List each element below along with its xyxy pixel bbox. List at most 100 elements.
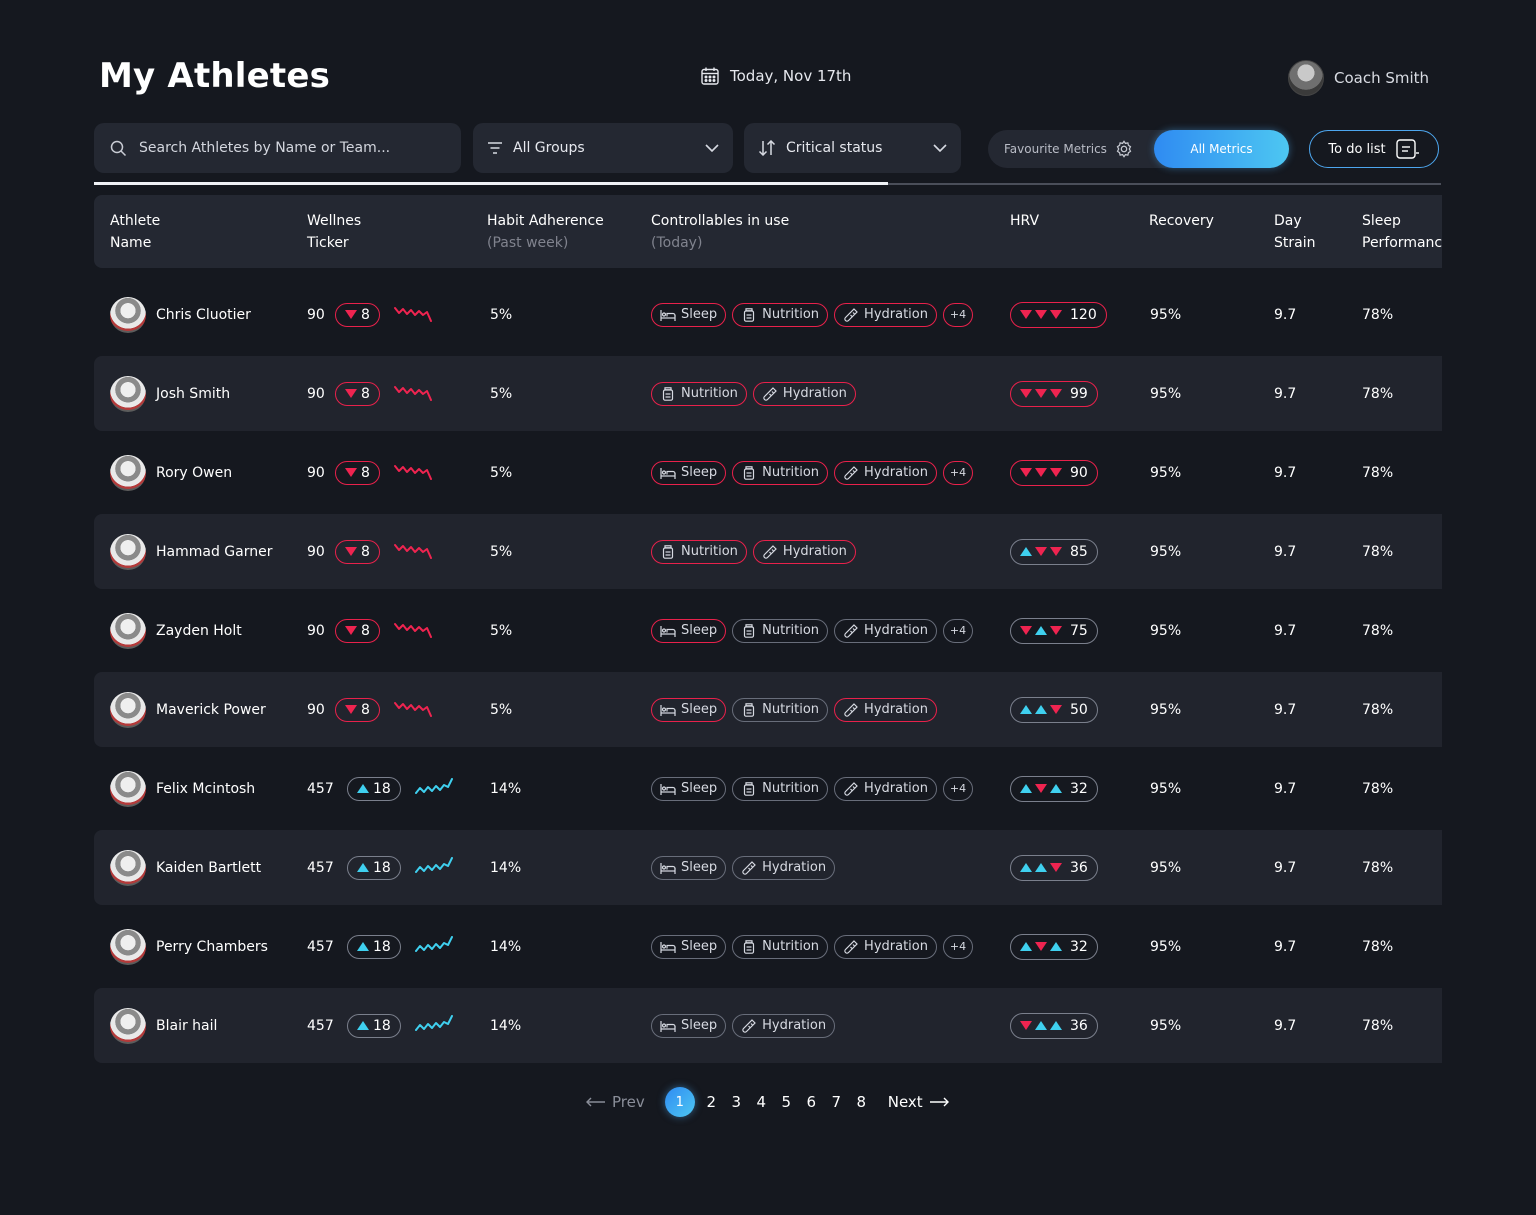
- controllable-tag-sleep[interactable]: Sleep: [651, 1013, 727, 1038]
- triangle-up-icon: [1020, 705, 1032, 714]
- athlete-name[interactable]: Josh Smith: [156, 385, 231, 402]
- table-row[interactable]: Blair hail 457 18 14% Sleep Hydration 36 95% 9.7…: [94, 988, 1442, 1063]
- controllable-tag-hydration[interactable]: Hydration: [732, 855, 836, 880]
- next-page-button[interactable]: Next: [888, 1093, 949, 1111]
- table-row[interactable]: Perry Chambers 457 18 14% Sleep Nutrition Hydr…: [94, 909, 1442, 984]
- table-row[interactable]: Hammad Garner 90 8 5% Nutrition Hydration 85 95…: [94, 514, 1442, 589]
- athlete-name[interactable]: Rory Owen: [156, 464, 233, 481]
- table-row[interactable]: Kaiden Bartlett 457 18 14% Sleep Hydration 36 9…: [94, 830, 1442, 905]
- controllable-tag-sleep[interactable]: Sleep: [651, 302, 727, 327]
- table-row[interactable]: Felix Mcintosh 457 18 14% Sleep Nutrition Hydr…: [94, 751, 1442, 826]
- controllable-tag-nutrition[interactable]: Nutrition: [732, 697, 829, 722]
- controllable-tag-nutrition[interactable]: Nutrition: [651, 539, 747, 564]
- controllable-tag-sleep[interactable]: Sleep: [651, 776, 727, 801]
- page-button[interactable]: 7: [831, 1093, 841, 1111]
- trend-badge: 18: [347, 934, 401, 959]
- athlete-name[interactable]: Perry Chambers: [156, 938, 268, 955]
- hrv-value: 36: [1070, 1017, 1088, 1034]
- controllable-tag-nutrition[interactable]: Nutrition: [732, 460, 829, 485]
- trend-badge: 18: [347, 1013, 401, 1038]
- controllable-tag-hydration[interactable]: Hydration: [834, 618, 937, 643]
- table-row[interactable]: Zayden Holt 90 8 5% Sleep Nutrition Hydration +…: [94, 593, 1442, 668]
- sparkline-up-icon: [414, 856, 453, 879]
- col-sleep-performance[interactable]: Sleep Performance: [1362, 213, 1442, 251]
- athlete-name[interactable]: Felix Mcintosh: [156, 780, 256, 797]
- trend-badge: 8: [335, 381, 380, 406]
- controllable-tag-label: Nutrition: [762, 307, 820, 322]
- col-habit-adherence[interactable]: Habit Adherence (Past week): [487, 213, 604, 251]
- triangle-up-icon: [357, 863, 369, 872]
- controllable-tag-label: Hydration: [782, 544, 847, 559]
- controllable-tag-hydration[interactable]: Hydration: [834, 697, 937, 722]
- bed-icon: [660, 466, 676, 480]
- col-recovery[interactable]: Recovery: [1149, 213, 1214, 229]
- controllable-tag-label: Nutrition: [762, 781, 820, 796]
- page-button[interactable]: 4: [756, 1093, 766, 1111]
- table-row[interactable]: Josh Smith 90 8 5% Nutrition Hydration 99 95% 9.…: [94, 356, 1442, 431]
- controllable-tag-hydration[interactable]: Hydration: [834, 302, 937, 327]
- hrv-value: 120: [1070, 306, 1097, 323]
- more-tags-badge[interactable]: +4: [942, 934, 973, 959]
- jar-icon: [741, 465, 757, 480]
- avatar: [110, 296, 146, 333]
- athlete-name[interactable]: Maverick Power: [156, 701, 266, 718]
- table-row[interactable]: Maverick Power 90 8 5% Sleep Nutrition Hydrati…: [94, 672, 1442, 747]
- controllable-tag-sleep[interactable]: Sleep: [651, 855, 727, 880]
- col-day-strain[interactable]: Day Strain: [1274, 213, 1316, 251]
- athlete-name[interactable]: Hammad Garner: [156, 543, 273, 560]
- athlete-name-cell: Zayden Holt: [110, 593, 242, 668]
- controllable-tag-hydration[interactable]: Hydration: [834, 934, 937, 959]
- page-button[interactable]: 2: [706, 1093, 716, 1111]
- search-input[interactable]: [139, 140, 439, 156]
- favourite-metrics-button[interactable]: Favourite Metrics: [988, 140, 1154, 158]
- controllable-tag-hydration[interactable]: Hydration: [752, 539, 856, 564]
- table-row[interactable]: Rory Owen 90 8 5% Sleep Nutrition Hydration +4 9…: [94, 435, 1442, 510]
- more-tags-badge[interactable]: +4: [942, 460, 973, 485]
- controllable-tag-label: Nutrition: [762, 465, 820, 480]
- athlete-name-cell: Josh Smith: [110, 356, 230, 431]
- groups-dropdown[interactable]: All Groups: [473, 123, 733, 173]
- page-button-current[interactable]: 1: [664, 1087, 695, 1117]
- controllable-tag-hydration[interactable]: Hydration: [834, 460, 937, 485]
- controllable-tag-hydration[interactable]: Hydration: [834, 776, 937, 801]
- athlete-name[interactable]: Zayden Holt: [156, 622, 242, 639]
- controllable-tag-nutrition[interactable]: Nutrition: [651, 381, 747, 406]
- controllable-tag-sleep[interactable]: Sleep: [651, 618, 727, 643]
- athlete-name[interactable]: Blair hail: [156, 1017, 218, 1034]
- wellness-score: 90: [307, 385, 325, 402]
- todo-list-button[interactable]: To do list: [1309, 130, 1439, 168]
- user-profile[interactable]: Coach Smith: [1288, 60, 1429, 96]
- page-button[interactable]: 5: [781, 1093, 791, 1111]
- bed-icon: [660, 624, 676, 638]
- all-metrics-button[interactable]: All Metrics: [1154, 130, 1289, 168]
- controllable-tag-hydration[interactable]: Hydration: [752, 381, 856, 406]
- controllable-tag-nutrition[interactable]: Nutrition: [732, 934, 829, 959]
- controllable-tag-sleep[interactable]: Sleep: [651, 460, 727, 485]
- controllable-tag-hydration[interactable]: Hydration: [732, 1013, 836, 1038]
- col-hrv[interactable]: HRV: [1010, 213, 1040, 229]
- page-button[interactable]: 3: [731, 1093, 741, 1111]
- page-button[interactable]: 8: [856, 1093, 866, 1111]
- athlete-name[interactable]: Kaiden Bartlett: [156, 859, 262, 876]
- athlete-name[interactable]: Chris Cluotier: [156, 306, 251, 323]
- date-display[interactable]: Today, Nov 17th: [700, 66, 851, 86]
- sort-dropdown[interactable]: Critical status: [744, 123, 961, 173]
- page-button[interactable]: 6: [806, 1093, 816, 1111]
- prev-page-button[interactable]: Prev: [586, 1093, 645, 1111]
- page-title: My Athletes: [99, 56, 331, 96]
- controllable-tag-nutrition[interactable]: Nutrition: [732, 776, 829, 801]
- col-controllables[interactable]: Controllables in use (Today): [651, 213, 790, 251]
- search-box[interactable]: [94, 123, 461, 173]
- table-row[interactable]: Chris Cluotier 90 8 5% Sleep Nutrition Hydrati…: [94, 277, 1442, 352]
- controllable-tag-nutrition[interactable]: Nutrition: [732, 618, 829, 643]
- col-wellness-ticker[interactable]: Wellnes Ticker: [307, 213, 362, 251]
- more-tags-badge[interactable]: +4: [942, 776, 973, 801]
- wellness-score: 90: [307, 464, 325, 481]
- controllable-tag-sleep[interactable]: Sleep: [651, 934, 727, 959]
- controllable-tag-sleep[interactable]: Sleep: [651, 697, 727, 722]
- more-tags-badge[interactable]: +4: [942, 302, 973, 327]
- more-tags-badge[interactable]: +4: [942, 618, 973, 643]
- controllable-tag-nutrition[interactable]: Nutrition: [732, 302, 829, 327]
- col-athlete-name[interactable]: Athlete Name: [110, 213, 161, 251]
- wellness-ticker-cell: 457 18: [307, 909, 453, 984]
